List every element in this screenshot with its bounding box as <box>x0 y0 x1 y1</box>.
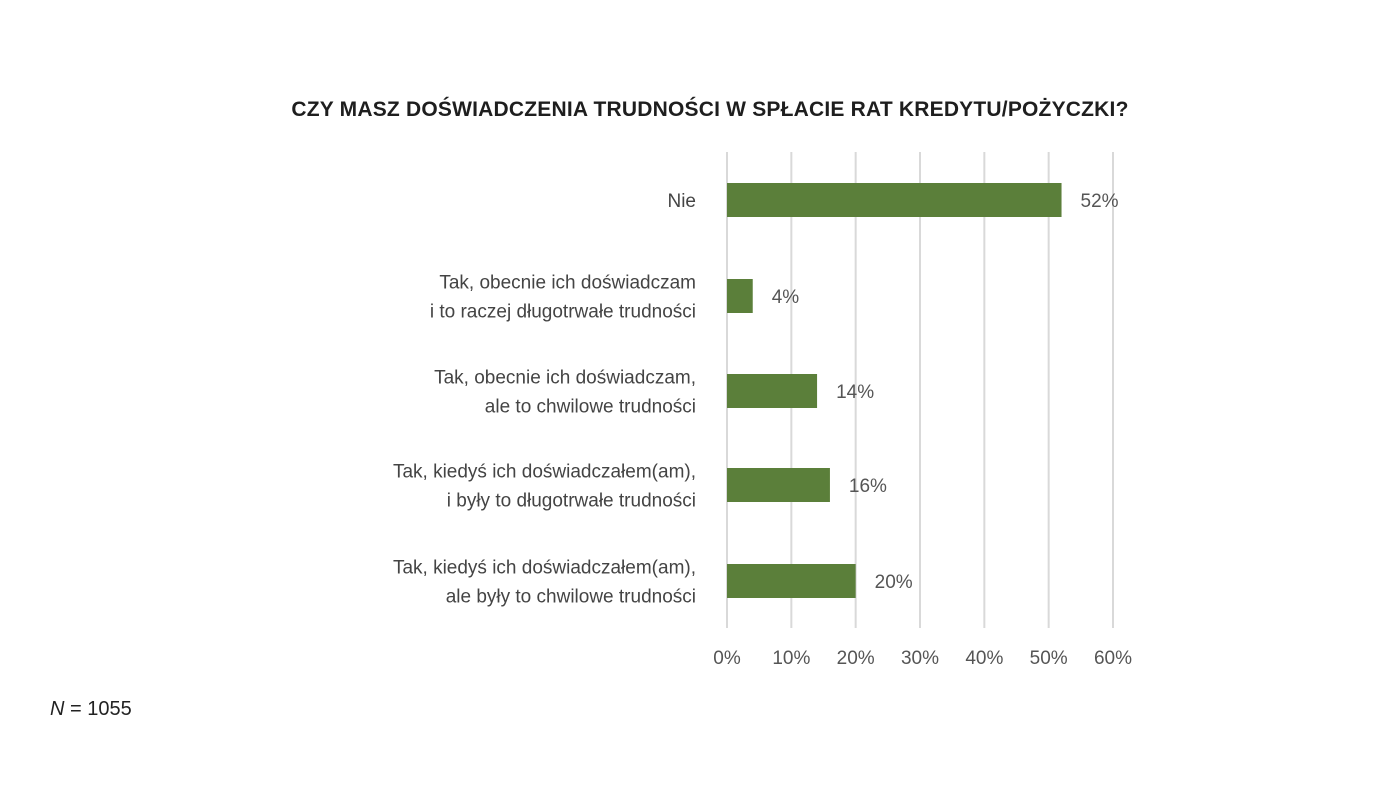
x-tick-label: 0% <box>713 648 741 669</box>
x-tick-label: 20% <box>837 648 875 669</box>
category-label-line: ale były to chwilowe trudności <box>446 587 696 608</box>
bar <box>727 468 830 502</box>
category-label-line: Nie <box>667 191 696 212</box>
bar <box>727 374 818 408</box>
sample-size-symbol: N <box>50 698 65 720</box>
category-label: Tak, kiedyś ich doświadczałem(am), i były… <box>393 462 696 512</box>
bar-value-label: 16% <box>849 476 887 497</box>
category-label: Tak, obecnie ich doświadczam i to raczej … <box>430 273 696 323</box>
bar-value-label: 20% <box>875 572 913 593</box>
category-label-line: Tak, kiedyś ich doświadczałem(am), <box>393 558 696 579</box>
x-tick-label: 30% <box>901 648 939 669</box>
bar-value-label: 4% <box>772 287 800 308</box>
category-label-line: i to raczej długotrwałe trudności <box>430 302 696 323</box>
category-label: Tak, kiedyś ich doświadczałem(am), ale by… <box>393 558 696 608</box>
sample-size-value: = 1055 <box>64 698 132 720</box>
chart-title: CZY MASZ DOŚWIADCZENIA TRUDNOŚCI W SPŁAC… <box>291 98 1129 121</box>
bar-value-label: 52% <box>1081 191 1119 212</box>
category-labels: Nie Tak, obecnie ich doświadczam i to racz… <box>393 191 696 608</box>
bar <box>727 564 856 598</box>
x-tick-label: 60% <box>1094 648 1132 669</box>
category-label-line: Tak, obecnie ich doświadczam, <box>434 368 696 389</box>
bars <box>727 183 1062 598</box>
x-tick-label: 10% <box>772 648 810 669</box>
bar <box>727 183 1062 217</box>
bar <box>727 279 753 313</box>
value-labels: 52% 4% 14% 16% 20% <box>772 191 1119 593</box>
category-label: Nie <box>667 191 696 212</box>
category-label-line: i były to długotrwałe trudności <box>447 491 696 512</box>
x-tick-label: 40% <box>965 648 1003 669</box>
category-label-line: Tak, kiedyś ich doświadczałem(am), <box>393 462 696 483</box>
bar-value-label: 14% <box>836 382 874 403</box>
x-tick-label: 50% <box>1030 648 1068 669</box>
category-label-line: ale to chwilowe trudności <box>485 397 696 418</box>
category-label-line: Tak, obecnie ich doświadczam <box>439 273 696 294</box>
category-label: Tak, obecnie ich doświadczam, ale to chwi… <box>434 368 696 418</box>
x-axis-ticks: 0% 10% 20% 30% 40% 50% 60% <box>713 648 1132 669</box>
sample-size-note: N = 1055 <box>50 698 132 721</box>
